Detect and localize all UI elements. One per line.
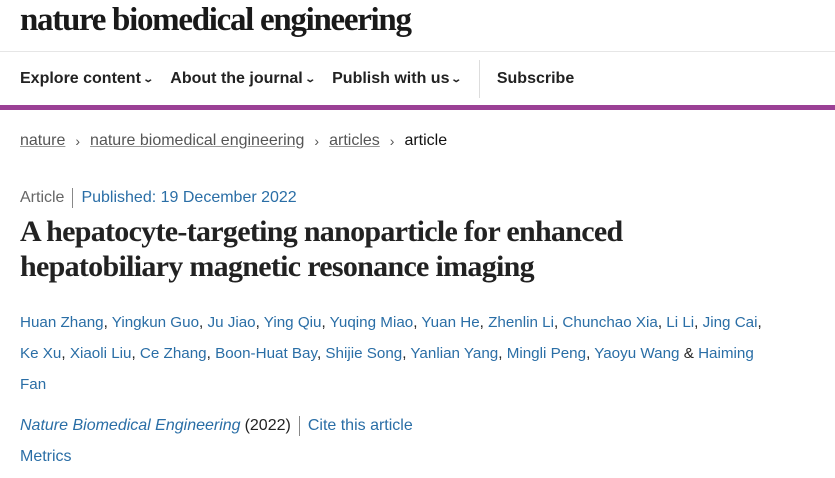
nav-label: Publish with us [332,70,450,87]
subscribe-link[interactable]: Subscribe [496,70,575,87]
chevron-down-icon: ⌄ [142,73,154,85]
breadcrumb-current: article [404,132,448,149]
chevron-right-icon: › [75,133,81,149]
author-link[interactable]: Shijie Song [325,345,403,362]
main-nav: Explore content ⌄ About the journal ⌄ Publ… [20,60,592,98]
author-link[interactable]: Yaoyu Wang [594,345,680,362]
chevron-down-icon: ⌄ [304,73,316,85]
divider [0,51,835,52]
breadcrumb-articles[interactable]: articles [329,132,380,149]
divider [298,416,300,436]
author-link[interactable]: Huan Zhang [20,314,104,331]
author-link[interactable]: Haiming Fan [20,345,754,393]
cite-article-link[interactable]: Cite this article [307,417,413,434]
chevron-down-icon: ⌄ [450,73,463,85]
article-title: A hepatocyte-targeting nanoparticle for … [20,215,623,283]
metrics: Metrics [20,448,72,466]
author-list: Huan Zhang, Yingkun Guo, Ju Jiao, Ying Q… [20,314,762,393]
author-link[interactable]: Zhenlin Li [488,314,554,331]
citation-line: Nature Biomedical Engineering (2022) Cit… [20,416,413,436]
journal-logo[interactable]: nature biomedical engineering [20,2,412,38]
nav-about-journal[interactable]: About the journal ⌄ [170,70,316,88]
author-link[interactable]: Yuan He [421,314,480,331]
nav-label: Explore content [20,70,141,87]
author-link[interactable]: Chunchao Xia [562,314,658,331]
accent-bar [0,105,835,110]
nav-publish-with-us[interactable]: Publish with us ⌄ [332,70,463,88]
article-type: Article [20,189,65,206]
author-link[interactable]: Xiaoli Liu [69,345,132,362]
author-link[interactable]: Ke Xu [20,345,62,362]
breadcrumb: nature › nature biomedical engineering ›… [20,132,447,150]
author-link[interactable]: Yuqing Miao [329,314,414,331]
author-link[interactable]: Ying Qiu [263,314,322,331]
nav-divider [478,60,480,98]
divider [72,188,74,208]
breadcrumb-nature[interactable]: nature [20,132,66,149]
article-meta: Article Published: 19 December 2022 [20,188,297,208]
author-link[interactable]: Li Li [666,314,695,331]
author-link[interactable]: Yanlian Yang [410,345,499,362]
published-date-link[interactable]: Published: 19 December 2022 [81,189,297,206]
author-link[interactable]: Ju Jiao [207,314,256,331]
chevron-right-icon: › [314,133,320,149]
author-link[interactable]: Yingkun Guo [111,314,200,331]
metrics-link[interactable]: Metrics [20,448,72,465]
nav-explore-content[interactable]: Explore content ⌄ [20,70,154,88]
author-link[interactable]: Mingli Peng [506,345,587,362]
publication-year: (2022) [244,417,291,434]
author-link[interactable]: Ce Zhang [139,345,207,362]
chevron-right-icon: › [389,133,395,149]
breadcrumb-journal[interactable]: nature biomedical engineering [90,132,305,149]
author-link[interactable]: Jing Cai [702,314,758,331]
author-link[interactable]: Boon-Huat Bay [215,345,317,362]
nav-label: About the journal [170,70,303,87]
journal-link[interactable]: Nature Biomedical Engineering [20,417,241,434]
